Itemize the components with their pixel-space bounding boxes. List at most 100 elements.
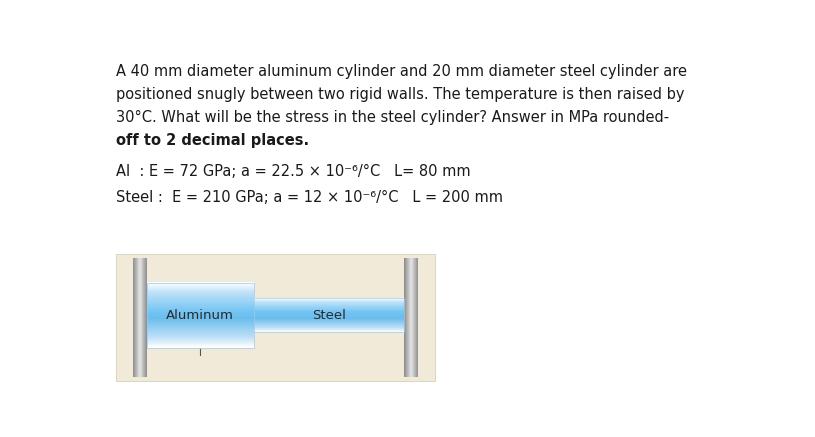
Bar [147,290,253,291]
Bar [147,342,253,343]
Bar [147,313,253,314]
Text: Steel :  E = 210 GPa; a = 12 × 10⁻⁶/°C   L = 200 mm: Steel : E = 210 GPa; a = 12 × 10⁻⁶/°C L … [116,190,503,205]
Bar [253,326,404,327]
Bar [253,324,404,325]
Bar [147,329,253,330]
Bar [147,340,253,341]
Bar [253,322,404,323]
Bar [147,307,253,308]
Bar [147,330,253,331]
Bar [253,298,404,332]
Bar [147,299,253,300]
Bar [147,322,253,323]
Bar [253,303,404,304]
Bar [253,329,404,330]
Bar [147,309,253,310]
Bar [147,289,253,290]
Bar [253,298,404,299]
Bar [147,282,253,283]
Bar [147,334,253,335]
Bar [253,328,404,329]
Bar [147,312,253,313]
Text: A 40 mm diameter aluminum cylinder and 20 mm diameter steel cylinder are: A 40 mm diameter aluminum cylinder and 2… [116,64,687,79]
Text: off to 2 decimal places.: off to 2 decimal places. [116,133,309,148]
Bar [147,341,253,342]
Bar [253,313,404,314]
Bar [253,326,404,327]
Bar [147,337,253,338]
Bar [253,324,404,325]
Bar [147,318,253,319]
Bar [147,300,253,301]
Bar [147,325,253,326]
Bar [116,254,435,381]
Bar [147,319,253,321]
Bar [253,328,404,329]
Bar [147,311,253,312]
Bar [147,297,253,298]
Bar [147,303,253,304]
Bar [253,306,404,307]
Bar [253,312,404,313]
Bar [253,316,404,317]
Bar [147,333,253,335]
Bar [147,286,253,287]
Bar [147,328,253,329]
Bar [253,315,404,316]
Bar [147,284,253,285]
Bar [253,300,404,301]
Bar [253,323,404,324]
Bar [147,291,253,292]
Bar [253,298,404,299]
Bar [253,325,404,326]
Bar [253,323,404,324]
Text: Al  : E = 72 GPa; a = 22.5 × 10⁻⁶/°C   L= 80 mm: Al : E = 72 GPa; a = 22.5 × 10⁻⁶/°C L= 8… [116,164,470,179]
Bar [253,299,404,300]
Bar [147,293,253,294]
Bar [253,305,404,306]
Bar [147,323,253,324]
Bar [253,321,404,322]
Bar [147,295,253,296]
Bar [147,307,253,308]
Bar [147,317,253,319]
Bar [253,303,404,304]
Bar [147,309,253,310]
Bar [253,315,404,316]
Bar [147,296,253,297]
Bar [147,316,253,317]
Bar [147,303,253,305]
Bar [253,319,404,320]
Bar [147,285,253,286]
Bar [147,294,253,295]
Bar [147,316,253,317]
Bar [147,314,253,315]
Bar [253,321,404,322]
Bar [147,315,253,316]
Bar [253,311,404,312]
Bar [253,327,404,328]
Bar [253,331,404,332]
Bar [253,307,404,308]
Bar [147,341,253,342]
Bar [147,344,253,345]
Bar [147,305,253,306]
Bar [147,325,253,326]
Bar [253,318,404,319]
Bar [147,287,253,288]
Text: Steel: Steel [312,309,346,322]
Bar [253,331,404,332]
Bar [253,330,404,331]
Bar [147,300,253,301]
Bar [253,298,404,299]
Bar [147,286,253,287]
Bar [253,308,404,309]
Bar [253,306,404,307]
Bar [147,342,253,343]
Bar [147,333,253,334]
Bar [253,320,404,321]
Bar [253,301,404,302]
Bar [147,344,253,345]
Bar [147,332,253,333]
Bar [147,312,253,313]
